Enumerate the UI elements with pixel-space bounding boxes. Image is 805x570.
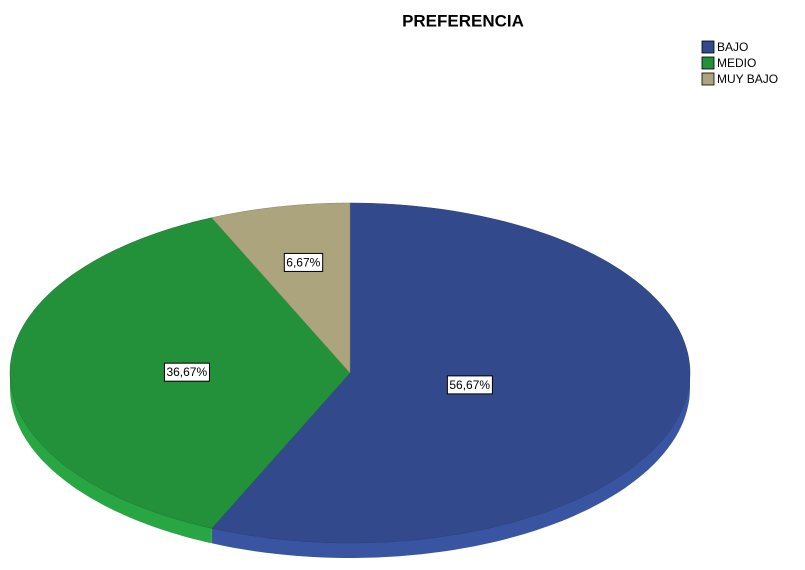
legend-swatch bbox=[701, 72, 715, 86]
legend-swatch bbox=[701, 40, 715, 54]
legend-swatch bbox=[701, 56, 715, 70]
data-label-text: 36,67% bbox=[166, 365, 207, 379]
pie-tops bbox=[9, 202, 691, 544]
slice-side bbox=[10, 373, 212, 544]
data-label-box bbox=[446, 375, 493, 395]
data-label: 56,67% bbox=[446, 375, 493, 395]
pie-sides bbox=[10, 373, 691, 558]
legend-label: MEDIO bbox=[717, 56, 756, 70]
legend-label: MUY BAJO bbox=[717, 72, 778, 86]
data-label-box bbox=[283, 252, 324, 272]
legend-label: BAJO bbox=[717, 40, 748, 54]
data-label-box bbox=[163, 362, 210, 382]
data-label-text: 56,67% bbox=[449, 378, 490, 392]
slice bbox=[211, 202, 691, 544]
data-label: 6,67% bbox=[283, 252, 324, 272]
slice-side bbox=[211, 373, 691, 558]
data-label-text: 6,67% bbox=[286, 255, 320, 269]
chart-title: PREFERENCIA bbox=[402, 11, 524, 30]
data-label: 36,67% bbox=[163, 362, 210, 382]
slice bbox=[211, 202, 351, 374]
